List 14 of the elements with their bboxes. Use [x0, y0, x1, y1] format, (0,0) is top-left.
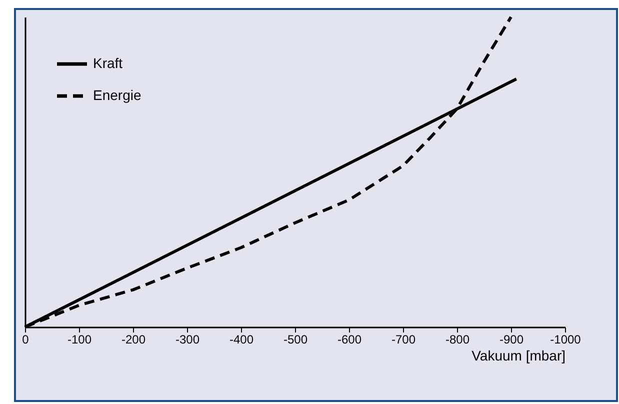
legend-label: Energie: [93, 87, 142, 103]
x-tick-label: -800: [445, 332, 470, 346]
x-tick-label: -300: [175, 332, 200, 346]
x-axis-title: Vakuum [mbar]: [472, 348, 566, 364]
x-tick-label: 0: [22, 332, 30, 346]
x-tick-label: -600: [337, 332, 362, 346]
x-tick-label: -700: [391, 332, 416, 346]
x-tick-label: -1000: [550, 332, 582, 346]
x-tick-label: -900: [499, 332, 524, 346]
x-tick-label: -100: [67, 332, 92, 346]
legend-label: Kraft: [93, 55, 123, 71]
x-tick-label: -200: [121, 332, 146, 346]
x-tick-label: -400: [229, 332, 254, 346]
x-tick-label: -500: [283, 332, 308, 346]
